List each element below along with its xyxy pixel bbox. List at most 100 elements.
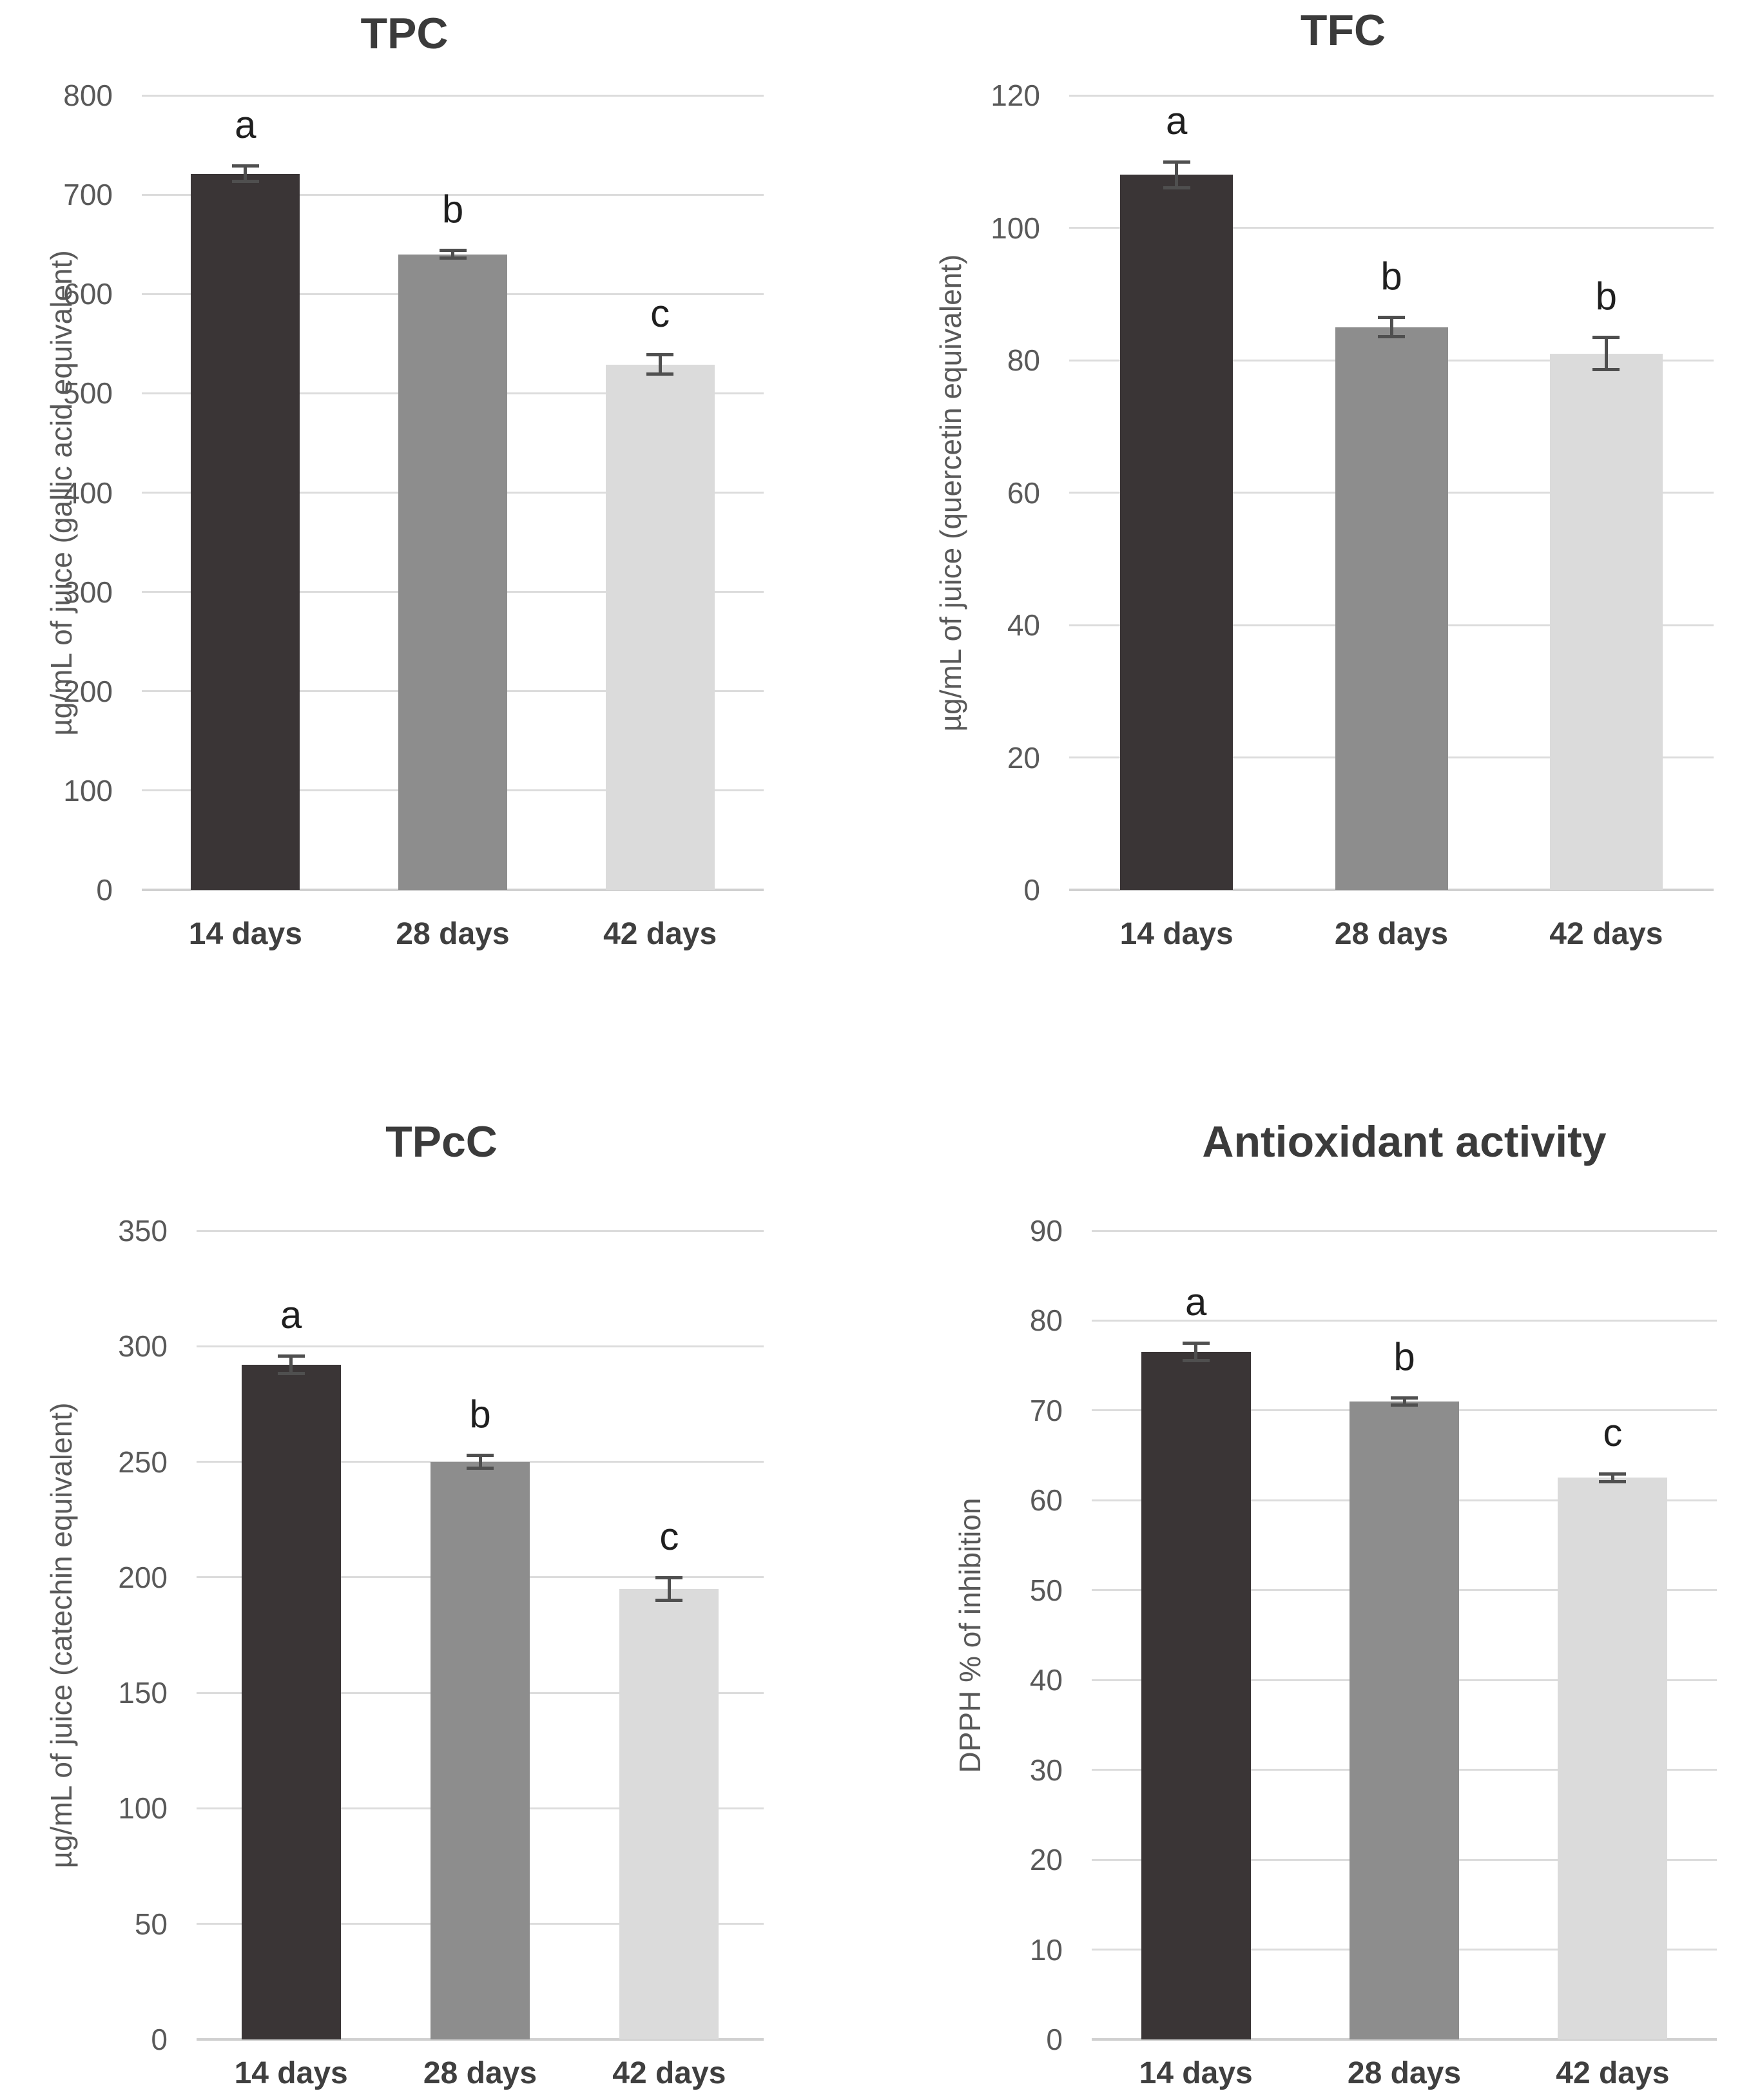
error-bar-cap-bottom (1592, 368, 1620, 372)
error-bar-cap-top (1163, 160, 1190, 164)
error-bar (1611, 1473, 1614, 1483)
significance-letter: c (650, 292, 670, 336)
error-bar-cap-bottom (231, 180, 259, 184)
y-tick-label: 50 (134, 1907, 168, 1941)
gridline (197, 1229, 764, 1232)
error-bar-cap-top (1182, 1342, 1210, 1345)
error-bar-cap-top (231, 164, 259, 168)
x-category-label: 42 days (1549, 917, 1663, 951)
significance-letter: b (1380, 255, 1402, 298)
error-bar-cap-bottom (655, 1598, 683, 1602)
y-tick-label: 120 (991, 79, 1040, 112)
error-bar (1389, 317, 1393, 338)
y-tick-label: 40 (1007, 608, 1040, 642)
chart-antioxidant-activity: Antioxidant activity 90 80 70 60 50 40 30 20 10 0 D… (876, 1050, 1751, 2100)
bar-28-days (1335, 327, 1448, 890)
error-bar (658, 354, 662, 375)
chart-tpcc: TPcC 350 300 250 200 150 100 50 0 µg/mL of juice … (0, 1050, 875, 2100)
y-tick-label: 800 (63, 79, 113, 112)
gridline (142, 94, 764, 97)
x-category-label: 28 days (1347, 2056, 1462, 2090)
gridline (197, 1345, 764, 1347)
y-tick-label: 300 (63, 575, 113, 609)
bar-28-days (430, 1461, 530, 2039)
significance-letter: b (1595, 275, 1618, 318)
x-category-label: 28 days (396, 917, 510, 951)
y-tick-label: 500 (63, 376, 113, 410)
error-bar-cap-top (277, 1354, 305, 1358)
error-bar-cap-top (1599, 1472, 1627, 1476)
x-category-label: 14 days (1139, 2056, 1253, 2090)
gridline (1069, 94, 1714, 97)
significance-letter: b (469, 1392, 491, 1436)
bar-42-days (619, 1588, 719, 2039)
error-bar-cap-top (467, 1453, 494, 1457)
chart-title: TPcC (385, 1117, 498, 1166)
y-tick-label: 0 (96, 873, 113, 907)
error-bar-cap-top (439, 249, 467, 253)
x-category-label: 42 days (603, 917, 717, 951)
y-tick-label: 700 (63, 178, 113, 212)
y-tick-label: 20 (1007, 740, 1040, 775)
chart-title: TPC (360, 9, 449, 58)
y-tick-label: 100 (991, 211, 1040, 245)
error-bar (1604, 337, 1608, 371)
y-tick-label: 100 (63, 773, 113, 807)
gridline (1069, 227, 1714, 229)
bar-14-days (1120, 175, 1233, 890)
significance-letter: c (659, 1514, 679, 1558)
x-axis-line (142, 889, 764, 891)
error-bar-cap-bottom (1163, 186, 1190, 189)
y-tick-label: 60 (1007, 476, 1040, 510)
error-bar (244, 166, 247, 182)
y-tick-label: 200 (63, 674, 113, 708)
significance-letter: c (1603, 1411, 1623, 1454)
error-bar (1175, 161, 1179, 188)
y-tick-label: 20 (1029, 1843, 1063, 1877)
x-category-label: 14 days (234, 2056, 348, 2090)
x-category-label: 14 days (1119, 917, 1233, 951)
bar-28-days (398, 254, 507, 890)
error-bar-cap-bottom (646, 372, 674, 376)
y-tick-label: 0 (1046, 2023, 1063, 2056)
y-tick-label: 600 (63, 277, 113, 311)
error-bar-cap-top (1391, 1396, 1418, 1400)
chart-tpc: TPC 800 700 600 500 400 300 200 100 0 µg/mL of jui… (0, 0, 875, 1050)
error-bar (1402, 1398, 1406, 1405)
y-tick-label: 70 (1029, 1393, 1063, 1427)
y-tick-label: 0 (151, 2023, 168, 2056)
error-bar-cap-bottom (1378, 335, 1405, 339)
chart-title: TFC (1300, 6, 1386, 55)
bar-14-days (1141, 1352, 1251, 2039)
error-bar (667, 1577, 671, 1601)
significance-letter: a (1165, 99, 1188, 142)
error-bar-cap-top (655, 1575, 683, 1579)
error-bar (1194, 1343, 1198, 1362)
chart-tfc: TFC 120 100 80 60 40 20 0 µg/mL of juice (querce… (876, 0, 1751, 1050)
y-tick-label: 10 (1029, 1932, 1063, 1967)
y-axis-title: µg/mL of juice (gallic acid equivalent) (44, 249, 78, 736)
y-tick-label: 40 (1029, 1663, 1063, 1697)
chart-title: Antioxidant activity (1202, 1117, 1607, 1166)
y-tick-label: 80 (1007, 343, 1040, 377)
bar-42-days (606, 364, 715, 890)
error-bar-cap-bottom (439, 256, 467, 260)
error-bar (478, 1454, 482, 1469)
significance-letter: b (441, 188, 464, 231)
y-tick-label: 150 (118, 1676, 168, 1710)
y-axis-title: µg/mL of juice (quercetin equivalent) (934, 254, 967, 731)
y-tick-label: 60 (1029, 1483, 1063, 1517)
x-axis-line (1092, 2038, 1717, 2041)
x-category-label: 14 days (188, 917, 302, 951)
gridline (142, 193, 764, 196)
y-tick-label: 400 (63, 476, 113, 510)
y-tick-label: 300 (118, 1329, 168, 1363)
gridline (1092, 1229, 1717, 1232)
error-bar-cap-bottom (1391, 1403, 1418, 1407)
significance-letter: b (1393, 1335, 1415, 1379)
x-category-label: 42 days (612, 2056, 726, 2090)
bar-28-days (1350, 1401, 1459, 2039)
error-bar-cap-top (646, 353, 674, 357)
y-tick-label: 50 (1029, 1573, 1063, 1607)
